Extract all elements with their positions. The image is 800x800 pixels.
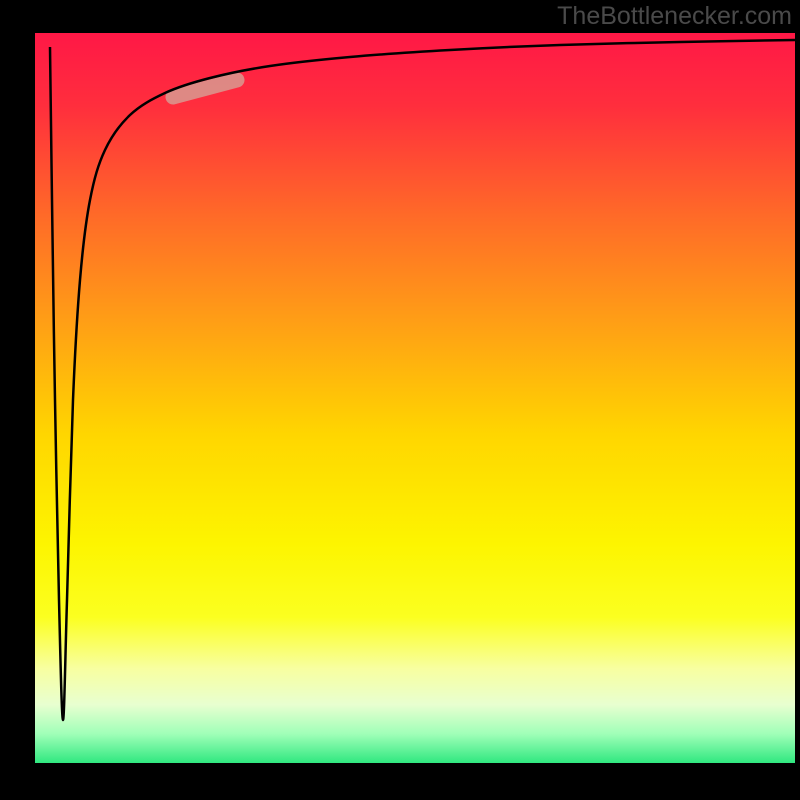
gradient-background: [35, 33, 795, 763]
plot-area: [35, 33, 795, 763]
attribution-text: TheBottlenecker.com: [557, 2, 792, 31]
chart-container: TheBottlenecker.com: [0, 0, 800, 800]
